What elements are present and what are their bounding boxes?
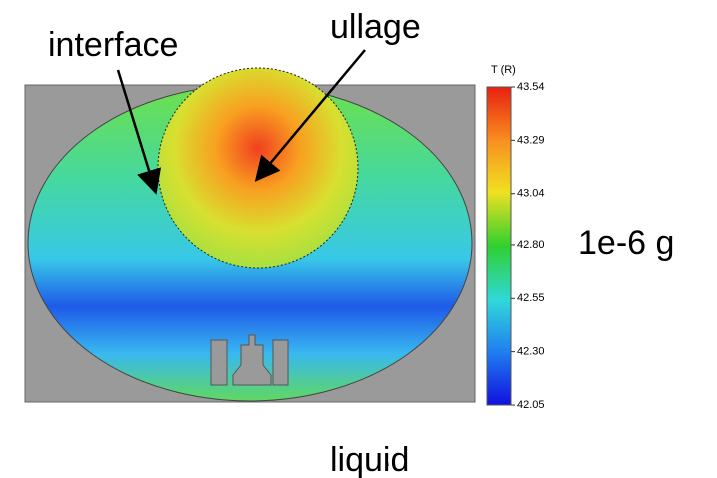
label: interface <box>48 26 178 64</box>
colorbar-title: T (R) <box>491 64 516 76</box>
colorbar <box>487 87 511 405</box>
tick-label: 43.54 <box>517 81 545 93</box>
component <box>273 340 288 385</box>
label: ullage <box>330 8 421 46</box>
page: interface ullage 1e-6 g liquid T (R) 43.… <box>0 0 717 478</box>
label: 1e-6 g <box>578 224 674 262</box>
tick-label: 42.80 <box>517 239 545 251</box>
tick-label: 42.30 <box>517 346 545 358</box>
tick-label: 42.55 <box>517 292 545 304</box>
tick-label: 43.04 <box>517 188 545 200</box>
tick-label: 43.29 <box>517 134 545 146</box>
label: liquid <box>330 441 409 478</box>
component <box>211 340 227 385</box>
figure: interface ullage 1e-6 g liquid T (R) 43.… <box>0 0 717 478</box>
tick-label: 42.05 <box>517 399 545 411</box>
ullage-bubble <box>158 68 358 268</box>
